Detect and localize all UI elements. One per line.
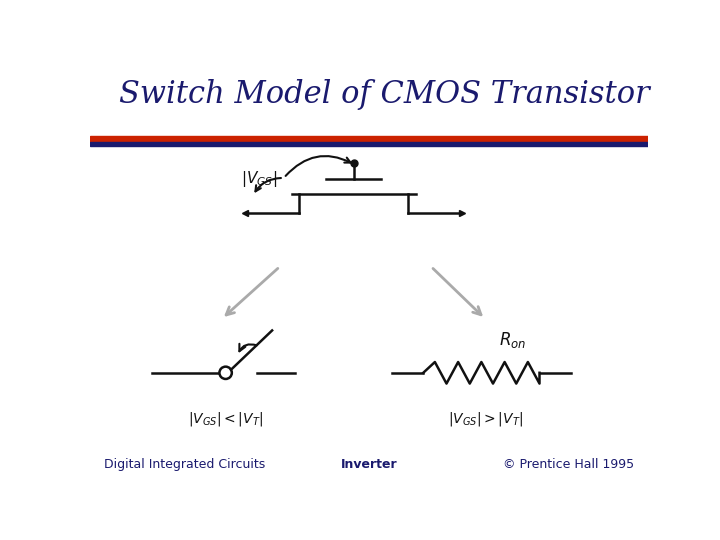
Text: $|V_{GS}| > |V_T|$: $|V_{GS}| > |V_T|$ <box>448 410 523 428</box>
Text: $R_{on}$: $R_{on}$ <box>499 330 526 350</box>
Bar <box>90 142 648 146</box>
Text: Switch Model of CMOS Transistor: Switch Model of CMOS Transistor <box>120 79 650 110</box>
Text: Inverter: Inverter <box>341 458 397 471</box>
Text: $|V_{GS}| < |V_T|$: $|V_{GS}| < |V_T|$ <box>188 410 264 428</box>
Text: Digital Integrated Circuits: Digital Integrated Circuits <box>104 458 265 471</box>
Text: © Prentice Hall 1995: © Prentice Hall 1995 <box>503 458 634 471</box>
Text: $|V_{GS}|$: $|V_{GS}|$ <box>241 168 277 189</box>
Bar <box>90 137 648 142</box>
